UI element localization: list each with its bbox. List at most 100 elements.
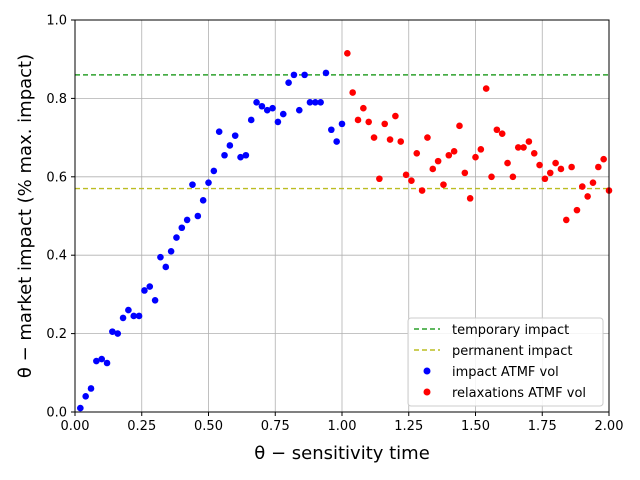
reference-lines — [75, 74, 609, 190]
x-tick-label: 1.50 — [461, 419, 490, 434]
impact-point — [162, 263, 170, 271]
impact-point — [173, 234, 180, 241]
impact-point — [237, 153, 244, 161]
relaxation-point — [509, 173, 517, 181]
relaxation-point — [568, 163, 575, 171]
impact-point — [167, 247, 175, 255]
impact-point — [242, 151, 250, 159]
relaxation-point — [418, 187, 426, 194]
x-tick-label: 0.50 — [194, 419, 223, 434]
relaxation-point — [413, 149, 421, 157]
relaxation-point — [552, 159, 559, 167]
relaxation-point — [525, 138, 533, 145]
relaxation-point — [482, 85, 490, 92]
legend-box — [407, 317, 604, 407]
relaxation-point — [466, 195, 474, 202]
impact-point — [199, 197, 207, 204]
x-axis-title: θ − sensitivity time — [254, 443, 430, 464]
y-tick-label: 0.6 — [46, 170, 67, 185]
impact-point — [226, 142, 234, 149]
impact-point — [301, 71, 308, 79]
data-points — [77, 50, 613, 412]
impact-point — [157, 253, 164, 261]
impact-point — [295, 106, 303, 114]
relaxation-point — [349, 89, 356, 96]
impact-point — [178, 224, 186, 232]
grid — [74, 19, 610, 413]
relaxation-point — [488, 173, 495, 181]
legend-temporary-impact-label: temporary impact — [452, 323, 569, 338]
x-tick-label: 0.25 — [127, 419, 156, 434]
impact-point — [93, 357, 100, 365]
legend: temporary impact permanent impact impact… — [407, 317, 604, 407]
relaxation-point — [344, 50, 351, 57]
relaxation-point — [584, 193, 591, 200]
impact-point — [312, 99, 319, 106]
impact-point — [103, 359, 111, 367]
impact-point — [279, 110, 287, 118]
relaxation-point — [408, 177, 415, 185]
y-tick-label: 1.0 — [46, 14, 67, 29]
relaxation-point — [536, 161, 543, 169]
impact-point — [317, 99, 324, 106]
x-tick-label: 2.00 — [595, 419, 624, 434]
impact-point — [215, 128, 223, 136]
relaxation-point — [472, 153, 479, 161]
impact-point — [258, 102, 266, 110]
impact-point — [290, 71, 298, 79]
relaxation-point — [450, 148, 458, 155]
relaxation-point — [365, 118, 373, 126]
impact-point — [205, 179, 212, 186]
y-tick-label: 0.0 — [46, 406, 67, 421]
relaxation-point — [595, 163, 602, 171]
impact-point — [189, 181, 196, 188]
relaxation-point — [493, 126, 501, 134]
relaxation-point — [381, 120, 389, 128]
relaxation-point — [579, 183, 586, 190]
axis-ticks: 0.00 0.25 0.50 0.75 1.00 1.25 1.50 1.75 2.00 0.0 0… — [46, 14, 623, 435]
relaxation-point — [504, 159, 511, 167]
x-tick-label: 1.75 — [528, 419, 557, 434]
legend-permanent-impact-label: permanent impact — [452, 344, 572, 359]
relaxation-point — [600, 155, 607, 163]
impact-point — [247, 116, 255, 124]
impact-point — [322, 69, 330, 77]
relaxation-point — [589, 179, 597, 186]
y-axis-title: θ − market impact (% max. impact) — [15, 54, 36, 378]
impact-point — [210, 167, 218, 175]
impact-point — [263, 106, 271, 114]
relaxation-point — [397, 138, 405, 145]
relaxation-point — [456, 122, 463, 130]
impact-point — [183, 216, 191, 224]
relaxation-point — [461, 169, 469, 177]
relaxation-point — [573, 206, 581, 214]
relaxation-point — [546, 169, 554, 177]
legend-impact-label: impact ATMF vol — [452, 365, 559, 380]
relaxation-point — [530, 149, 538, 157]
relaxation-point — [376, 175, 383, 183]
y-tick-label: 0.2 — [46, 327, 67, 342]
impact-point — [328, 126, 335, 134]
x-tick-label: 0.00 — [61, 419, 90, 434]
relaxation-point — [386, 136, 394, 143]
relaxation-point — [392, 112, 399, 120]
relaxation-point — [429, 165, 437, 173]
impact-point — [274, 118, 282, 126]
y-tick-label: 0.8 — [46, 92, 67, 107]
legend-relaxations-marker — [423, 388, 431, 396]
impact-point — [269, 104, 276, 112]
impact-point — [77, 404, 84, 412]
impact-point — [141, 287, 148, 294]
impact-point — [253, 99, 260, 106]
impact-point — [130, 312, 138, 320]
impact-point — [231, 132, 239, 139]
impact-point — [125, 306, 132, 314]
relaxation-point — [402, 171, 410, 179]
relaxation-point — [541, 175, 549, 183]
y-tick-label: 0.4 — [46, 249, 67, 264]
relaxation-point — [445, 151, 453, 159]
legend-impact-marker — [423, 367, 431, 375]
x-tick-label: 1.25 — [394, 419, 423, 434]
